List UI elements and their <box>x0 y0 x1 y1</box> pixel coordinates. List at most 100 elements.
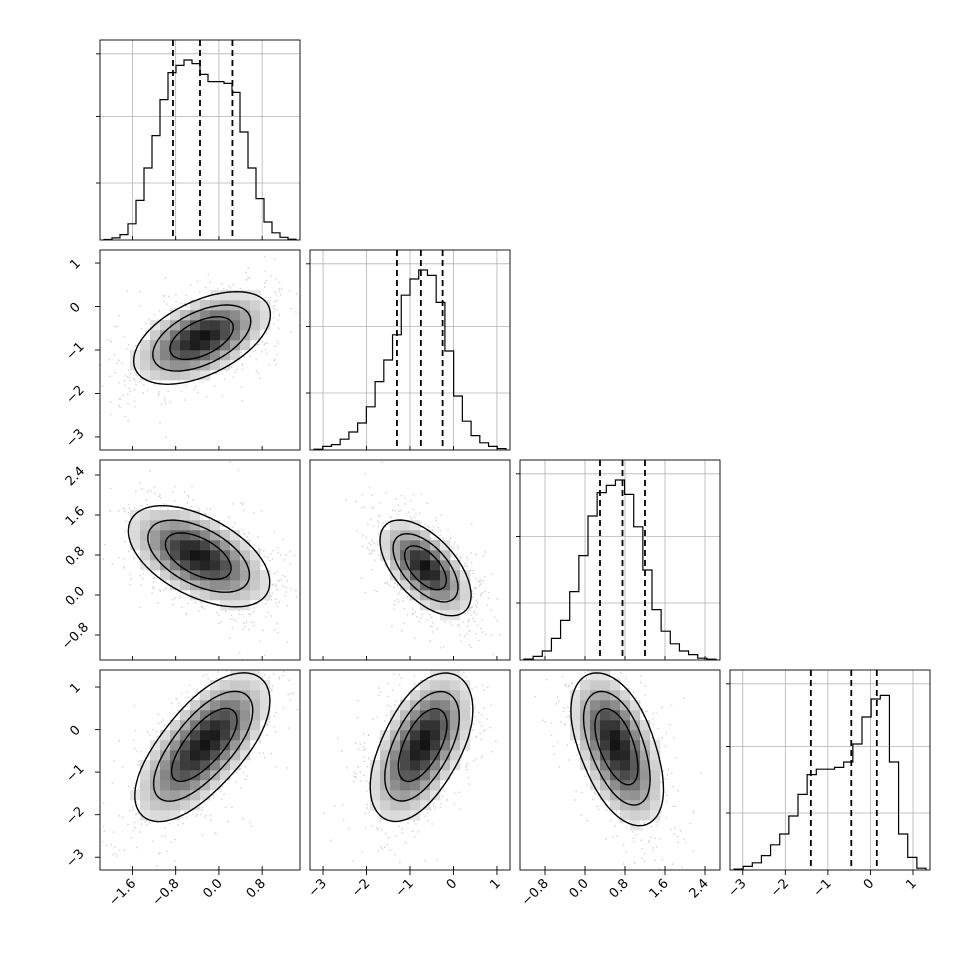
density-cell <box>160 370 171 381</box>
x-tick-label: −3 <box>725 876 749 900</box>
density-cell <box>460 580 471 591</box>
density-cell <box>430 590 441 601</box>
density-cell <box>220 340 231 351</box>
density-cell <box>440 700 451 711</box>
density-cell <box>590 690 601 701</box>
density-cell <box>210 570 221 581</box>
density-cell <box>590 700 601 711</box>
density-cell <box>210 730 221 741</box>
density-cell <box>140 340 151 351</box>
density-cell <box>620 710 631 721</box>
density-cell <box>400 560 411 571</box>
x-tick-label: 1.6 <box>647 876 672 901</box>
density-cell <box>210 760 221 771</box>
density-cell <box>570 690 581 701</box>
density-cell <box>420 560 431 571</box>
density-cell <box>140 760 151 771</box>
density-cell <box>440 720 451 731</box>
density-cell <box>420 730 431 741</box>
contour-level-2 <box>170 707 238 783</box>
density-cell <box>640 730 651 741</box>
contour-level-2 <box>169 316 234 361</box>
density-cell <box>600 740 611 751</box>
density-cell <box>190 510 201 521</box>
density-cell <box>390 540 401 551</box>
density-cell <box>450 740 461 751</box>
density-cell <box>200 710 211 721</box>
density-cell <box>190 550 201 561</box>
contour-level-1 <box>152 304 252 372</box>
density-cell <box>390 750 401 761</box>
x-tick-label: 0 <box>444 876 460 892</box>
density-cell <box>260 680 271 691</box>
density-cell <box>380 540 391 551</box>
density-cell <box>200 750 211 761</box>
density-cell <box>150 540 161 551</box>
scatter-panel-3-1 <box>309 669 511 871</box>
density-cell <box>450 750 461 761</box>
density-cell <box>150 350 161 361</box>
density-cell <box>200 790 211 801</box>
density-cell <box>630 810 641 821</box>
density-cell <box>200 330 211 341</box>
y-tick-label: 0.8 <box>63 544 88 569</box>
y-tick-label: 0 <box>67 300 83 316</box>
density-cell <box>380 550 391 561</box>
density-cell <box>230 700 241 711</box>
density-cell <box>170 810 181 821</box>
density-cell <box>170 310 181 321</box>
density-cell <box>600 770 611 781</box>
density-cell <box>180 710 191 721</box>
density-cell <box>220 690 231 701</box>
density-cell <box>250 310 261 321</box>
density-cell <box>450 600 461 611</box>
density-cell <box>180 780 191 791</box>
density-cell <box>180 370 191 381</box>
density-cell <box>240 600 251 611</box>
density-cell <box>250 560 261 571</box>
density-cell <box>170 750 181 761</box>
density-cell <box>200 320 211 331</box>
density-cell <box>190 790 201 801</box>
density-cell <box>150 750 161 761</box>
density-cell <box>430 770 441 781</box>
density-cell <box>170 790 181 801</box>
density-cell <box>390 550 401 561</box>
density-cell <box>140 360 151 371</box>
x-tick-label: −1 <box>393 876 417 900</box>
density-cell <box>180 520 191 531</box>
panel-frame <box>99 39 301 241</box>
contour-level-1 <box>152 690 254 802</box>
density-cell <box>420 800 431 811</box>
density-cell <box>430 750 441 761</box>
density-cell <box>190 560 201 571</box>
density-cell <box>240 570 251 581</box>
density-cell <box>420 570 431 581</box>
density-cell <box>150 740 161 751</box>
contour-level-0 <box>134 672 271 823</box>
density-cell <box>600 690 611 701</box>
density-cell <box>390 710 401 721</box>
y-tick-label: 0 <box>67 723 83 739</box>
density-cell <box>630 740 641 751</box>
density-cell <box>160 330 171 341</box>
density-cell <box>210 300 221 311</box>
density-cell <box>250 580 261 591</box>
density-cell <box>610 680 621 691</box>
density-cell <box>150 780 161 791</box>
density-cell <box>230 720 241 731</box>
density-cell <box>190 700 201 711</box>
density-cell <box>440 680 451 691</box>
density-cell <box>230 580 241 591</box>
density-cell <box>180 560 191 571</box>
y-tick-label: −2 <box>63 804 87 828</box>
density-cell <box>220 530 231 541</box>
y-tick-label: −0.8 <box>59 620 92 653</box>
density-cell <box>160 810 171 821</box>
density-cell <box>610 690 621 701</box>
density-cell <box>590 740 601 751</box>
density-cell <box>170 560 181 571</box>
contour-level-0 <box>133 291 272 385</box>
density-cell <box>620 780 631 791</box>
density-cell <box>570 700 581 711</box>
